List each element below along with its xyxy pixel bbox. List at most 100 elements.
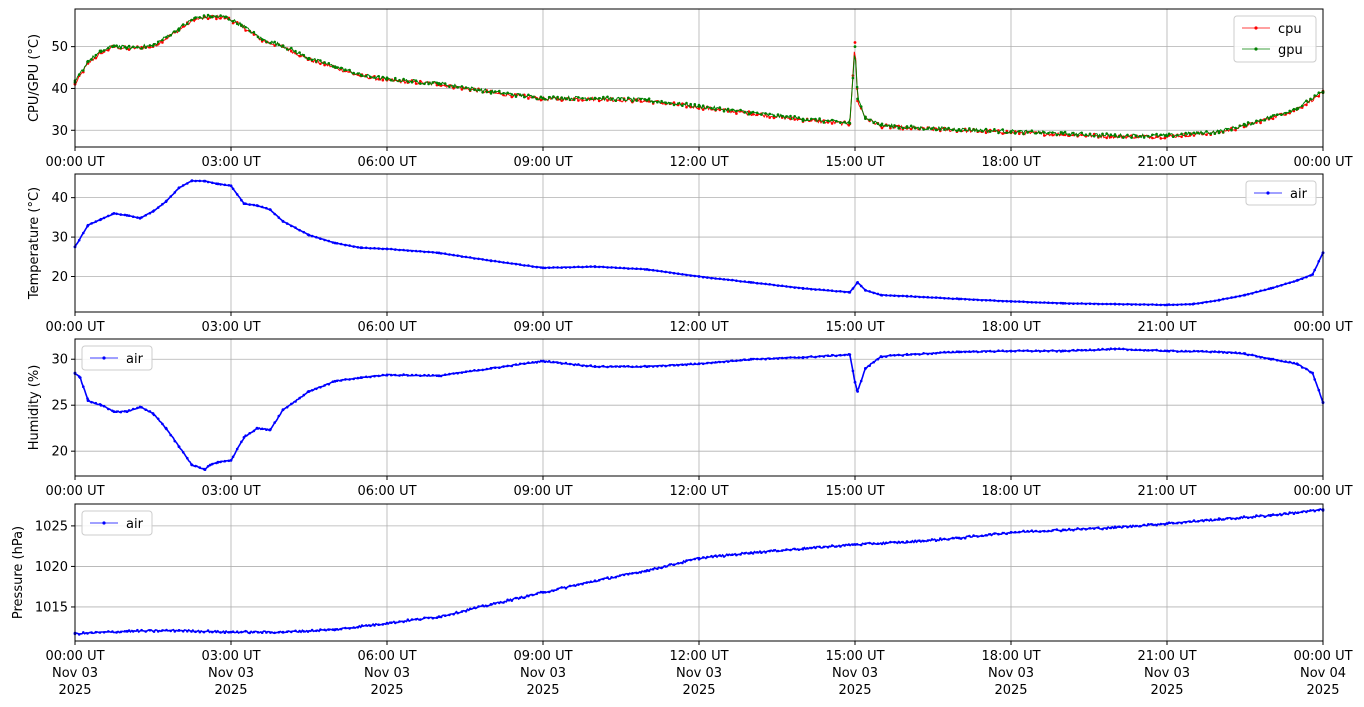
data-point [726, 107, 730, 111]
data-point [597, 265, 601, 269]
data-point [939, 296, 942, 300]
data-point [939, 128, 942, 131]
data-point [1138, 348, 1142, 352]
data-point [364, 624, 368, 627]
data-point [493, 602, 497, 605]
data-point [373, 246, 376, 250]
data-point [339, 627, 343, 631]
x-tick-year-label: 2025 [526, 683, 559, 698]
data-point [914, 352, 917, 356]
data-point [144, 630, 147, 633]
data-point [1005, 350, 1009, 353]
data-point [1001, 128, 1004, 131]
data-point [148, 46, 152, 49]
data-point [502, 365, 505, 368]
data-point [1055, 302, 1059, 305]
data-point-air [1243, 352, 1247, 356]
data-point [107, 630, 110, 633]
data-point [1142, 136, 1146, 139]
data-point [127, 48, 131, 51]
data-point [643, 364, 647, 368]
data-point [797, 548, 801, 551]
data-point [847, 543, 851, 546]
data-point [473, 257, 476, 260]
data-point [506, 598, 509, 602]
data-point [793, 356, 796, 359]
data-point [718, 277, 722, 281]
data-point [577, 96, 580, 99]
data-point [543, 98, 547, 101]
data-point [431, 374, 435, 377]
data-point [547, 266, 551, 270]
data-point [618, 365, 622, 368]
data-point [335, 628, 339, 631]
data-point [206, 13, 210, 17]
data-point [1109, 347, 1113, 351]
data-point [1246, 121, 1250, 124]
data-point [718, 554, 722, 557]
data-point [1209, 132, 1212, 135]
data-point [298, 629, 301, 633]
data-point [1130, 303, 1133, 306]
data-point [331, 628, 335, 631]
data-point [772, 114, 776, 117]
x-tick-label: 00:00 UT [45, 320, 104, 335]
data-point-air [957, 350, 961, 354]
data-point [980, 299, 984, 302]
data-point [814, 355, 817, 359]
data-point [186, 630, 189, 633]
data-point [943, 128, 946, 131]
data-point-gpu [307, 56, 311, 60]
data-point-air [151, 412, 155, 415]
data-point [872, 542, 875, 545]
data-point [464, 610, 468, 613]
data-point [572, 98, 576, 102]
data-point [785, 548, 788, 551]
data-point [1259, 121, 1262, 125]
data-point [793, 547, 796, 551]
data-point [760, 282, 763, 285]
data-point-gpu [260, 38, 264, 41]
data-point [123, 410, 127, 413]
data-point [352, 626, 356, 629]
data-point [273, 212, 277, 216]
data-point [82, 385, 85, 389]
data-point [618, 97, 622, 101]
data-point [169, 195, 172, 198]
x-tick-date-label: Nov 03 [1144, 666, 1190, 681]
data-point [1188, 520, 1192, 523]
data-point [485, 604, 489, 608]
data-point [664, 364, 667, 368]
y-axis-label: CPU/GPU (°C) [27, 34, 42, 122]
data-point [934, 352, 938, 355]
data-point [219, 631, 222, 634]
data-point [335, 379, 339, 383]
data-point [909, 124, 913, 128]
data-point-air [86, 223, 90, 227]
data-point-air [853, 380, 857, 384]
x-tick-label: 12:00 UT [669, 155, 728, 170]
data-point [1138, 303, 1142, 306]
data-point [186, 456, 189, 460]
data-point [152, 630, 156, 633]
data-point [1051, 349, 1054, 352]
data-point [356, 246, 360, 249]
data-point [826, 354, 830, 358]
x-tick-date-label: Nov 04 [1300, 666, 1346, 681]
data-point-gpu [593, 96, 597, 100]
data-point [947, 126, 950, 130]
data-point [493, 366, 497, 370]
data-point [614, 575, 618, 579]
data-point [1205, 350, 1208, 353]
data-point [610, 365, 613, 368]
data-point [94, 53, 98, 57]
data-point-air [268, 428, 272, 432]
data-point [814, 288, 817, 291]
data-point-air [489, 367, 493, 370]
data-point [597, 365, 601, 369]
data-point [1176, 350, 1179, 353]
data-point [90, 58, 93, 61]
data-point [731, 553, 734, 556]
data-point [618, 266, 622, 270]
data-point [926, 127, 930, 130]
